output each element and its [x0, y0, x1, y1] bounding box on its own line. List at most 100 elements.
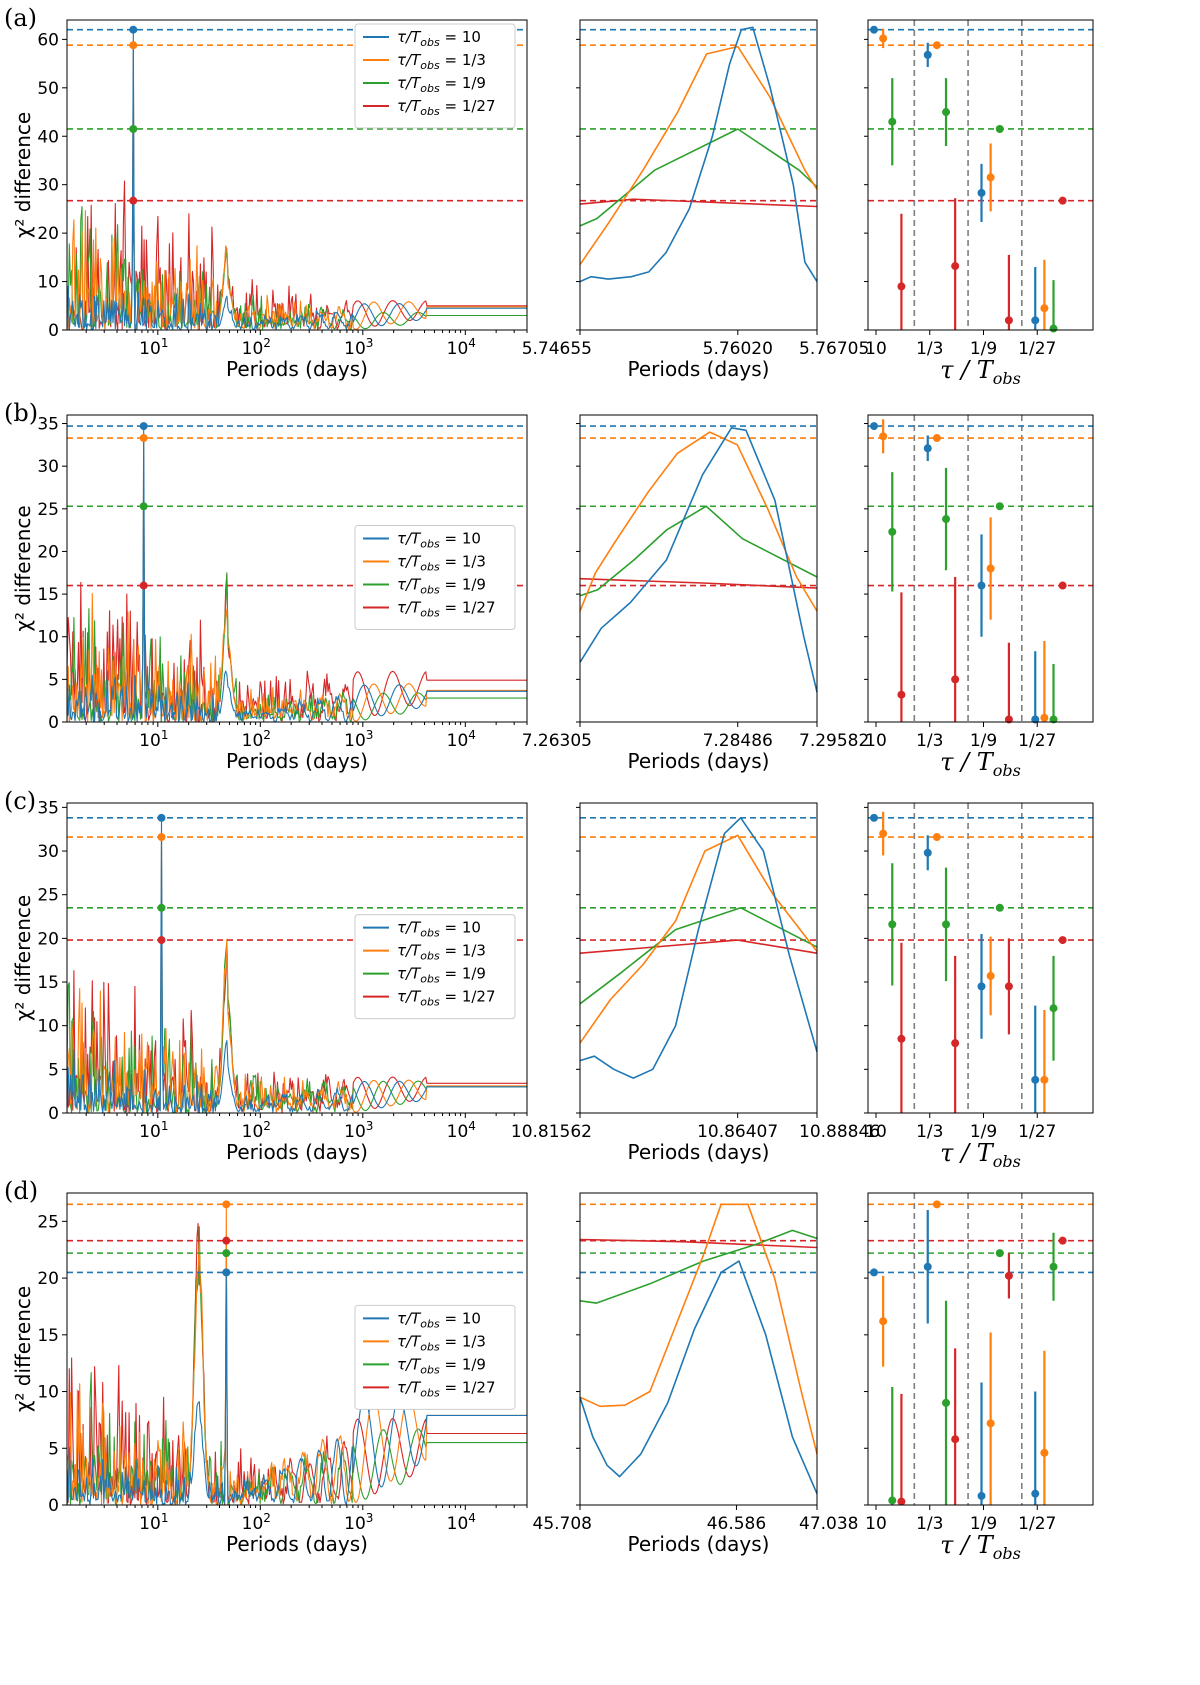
legend-entry-tau-1-3: τ/Tobs = 1/3	[397, 51, 486, 72]
peak-marker-tau-1-9	[222, 1249, 231, 1258]
tau-point-tau-10	[923, 848, 932, 857]
tau-point-tau-1-27	[951, 675, 960, 684]
zoom-series-tau-1-9	[579, 505, 818, 597]
tau-point-tau-1-9	[1049, 1004, 1058, 1013]
y-tick-label: 25	[37, 1212, 59, 1232]
tau-x-tick-label: 1/27	[1018, 339, 1056, 359]
panel-c: (c) 0 5 10 15 20 25 30 35 101 102 103 104 Periods (da…	[4, 787, 1094, 1171]
tau-point-tau-10	[923, 1262, 932, 1271]
panel-a: (a) 0 10 20 30 40 50 60 101 102 103 104 Periods (day…	[4, 4, 1094, 388]
tau-point-tau-1-3	[986, 173, 995, 182]
zoom-series-tau-1-27	[579, 198, 818, 208]
y-tick-label: 20	[37, 929, 59, 949]
tau-x-tick-label: 1/27	[1018, 1122, 1056, 1142]
legend-entry-tau-1-27: τ/Tobs = 1/27	[397, 97, 496, 118]
tau-point-tau-1-3	[879, 1317, 888, 1326]
y-axis-label: χ² difference	[11, 112, 35, 238]
plot-frame	[66, 802, 528, 1114]
tau-point-tau-1-9	[1049, 1262, 1058, 1271]
tau-x-tick-label: 10	[865, 1514, 887, 1534]
zoom-x-tick-label: 5.76020	[703, 339, 773, 359]
tau-point-tau-1-3	[1040, 1448, 1049, 1457]
y-tick-label: 25	[37, 886, 59, 906]
tau-point-tau-1-9	[888, 117, 897, 126]
zoom-x-tick-label: 7.26305	[522, 731, 592, 751]
x-axis-label: Periods (days)	[226, 357, 368, 381]
peak-marker-tau-1-3	[139, 434, 148, 443]
zoom-x-axis-label: Periods (days)	[628, 749, 770, 773]
x-tick-label: 102	[242, 1119, 271, 1142]
zoom-axes: 5.74655 5.76020 5.76705 Periods (days)	[522, 19, 869, 381]
zoom-frame	[579, 1192, 818, 1506]
y-tick-label: 60	[37, 30, 59, 50]
tau-point-tau-1-9	[942, 920, 951, 929]
y-tick-label: 20	[37, 542, 59, 562]
periodogram-series-tau-1-9	[66, 1226, 527, 1506]
x-tick-label: 104	[447, 1119, 476, 1142]
zoom-series-tau-1-27	[579, 577, 818, 589]
zoom-axes: 10.81562 10.86407 10.88846 Periods (days)	[511, 802, 880, 1164]
x-tick-label: 104	[447, 728, 476, 751]
zoom-frame	[579, 802, 818, 1114]
tau-point-tau-1-27	[897, 1034, 906, 1043]
tau-point-tau-1-9	[888, 920, 897, 929]
zoom-series-tau-10	[579, 26, 818, 283]
legend-entry-tau-1-27: τ/Tobs = 1/27	[397, 1378, 496, 1399]
periodogram-axes: 0 5 10 15 20 25 30 35 101 102 103 104 Periods (days)…	[11, 414, 528, 773]
tau-point-tau-1-27	[1058, 1236, 1067, 1245]
zoom-series-tau-1-9	[579, 906, 818, 1005]
tau-point-tau-1-27	[1058, 936, 1067, 945]
tau-point-tau-1-3	[879, 34, 888, 43]
tau-x-tick-label: 1/27	[1018, 1514, 1056, 1534]
zoom-series-tau-1-9	[579, 128, 818, 227]
tau-x-axis-label: τ / Tobs	[940, 1139, 1021, 1171]
tau-point-tau-10	[870, 422, 878, 431]
panel-label: (a)	[4, 4, 37, 32]
y-tick-label: 20	[37, 1269, 59, 1289]
x-tick-label: 104	[447, 336, 476, 359]
y-tick-label: 10	[37, 1383, 59, 1403]
tau-point-tau-10	[923, 444, 932, 453]
peak-marker-tau-10	[157, 813, 166, 822]
zoom-axes: 7.26305 7.28486 7.29582 Periods (days)	[522, 414, 869, 773]
tau-point-tau-1-9	[995, 124, 1004, 133]
periodogram-axes: 0 5 10 15 20 25 30 35 101 102 103 104 Periods (days)…	[11, 798, 528, 1164]
plot-frame	[66, 414, 528, 723]
peak-marker-tau-1-3	[157, 833, 166, 842]
tau-point-tau-1-3	[1040, 1075, 1049, 1084]
y-tick-label: 20	[37, 224, 59, 244]
zoom-series-tau-10	[579, 426, 818, 693]
legend-entry-tau-1-9: τ/Tobs = 1/9	[397, 1355, 486, 1376]
legend-entry-tau-1-3: τ/Tobs = 1/3	[397, 553, 486, 574]
y-tick-label: 5	[48, 1060, 59, 1080]
legend-box	[354, 914, 516, 1020]
tau-point-tau-10	[870, 1268, 878, 1277]
tau-point-tau-1-27	[1004, 982, 1013, 991]
y-tick-label: 0	[48, 713, 59, 733]
peak-marker-tau-1-9	[139, 502, 148, 511]
tau-point-tau-1-27	[951, 1039, 960, 1048]
legend: τ/Tobs = 10τ/Tobs = 1/3τ/Tobs = 1/9τ/Tob…	[354, 525, 516, 631]
zoom-series-tau-1-3	[579, 1203, 818, 1455]
tau-x-axis-label: τ / Tobs	[940, 356, 1021, 388]
legend-entry-tau-1-9: τ/Tobs = 1/9	[397, 965, 486, 986]
tau-x-tick-label: 1/3	[916, 1514, 943, 1534]
zoom-x-tick-label: 7.29582	[799, 731, 869, 751]
zoom-axes: 45.708 46.586 47.038 Periods (days)	[533, 1192, 858, 1556]
tau-frame	[867, 802, 1094, 1114]
y-tick-label: 5	[48, 1439, 59, 1459]
tau-point-tau-10	[1031, 1075, 1040, 1084]
tau-point-tau-10	[977, 188, 986, 197]
legend-box	[354, 23, 516, 129]
zoom-x-axis-label: Periods (days)	[628, 1140, 770, 1164]
periodogram-axes: 0 10 20 30 40 50 60 101 102 103 104 Periods (days) χ…	[11, 19, 528, 381]
tau-point-tau-10	[923, 50, 932, 59]
zoom-x-tick-label: 10.88846	[799, 1122, 880, 1142]
zoom-series-tau-1-27	[579, 939, 818, 954]
tau-x-tick-label: 1/3	[916, 1122, 943, 1142]
legend-entry-tau-10: τ/Tobs = 10	[397, 1309, 481, 1330]
periodogram-axes: 0 5 10 15 20 25 101 102 103 104 Periods (days) χ² d…	[11, 1192, 528, 1556]
x-tick-label: 101	[139, 1119, 168, 1142]
tau-point-tau-1-3	[879, 829, 888, 838]
